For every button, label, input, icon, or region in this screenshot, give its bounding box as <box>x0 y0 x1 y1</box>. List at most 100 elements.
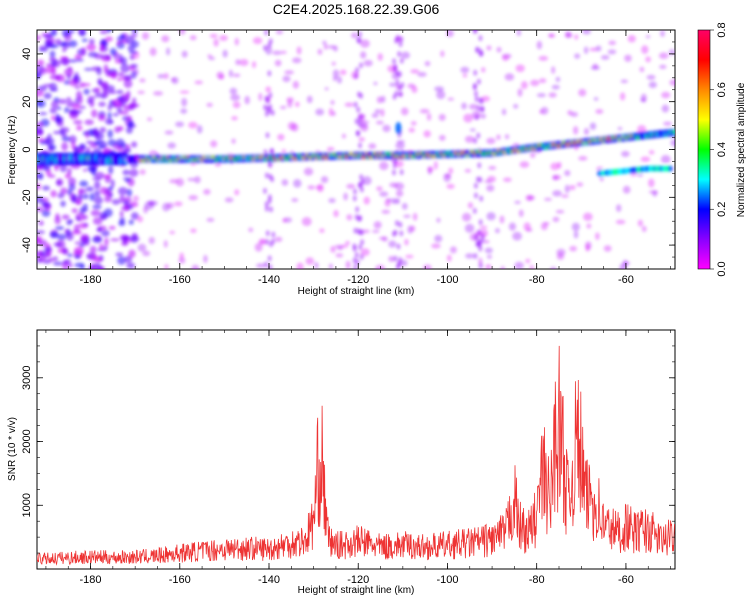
spectrogram-speckle <box>529 265 535 269</box>
spectrogram-speckle <box>640 156 651 162</box>
spectrogram-speckle <box>120 93 130 103</box>
spectrogram-speckle <box>63 80 71 85</box>
spectrogram-speckle <box>164 130 174 135</box>
spectrogram-speckle <box>440 50 445 58</box>
spectrogram-speckle <box>128 168 139 177</box>
spectrogram-speckle <box>54 166 59 172</box>
spectrogram-speckle <box>550 266 557 269</box>
spectrogram-speckle <box>315 108 325 116</box>
spectrogram-speckle <box>517 88 523 97</box>
spectrogram-speckle <box>380 108 385 117</box>
spectrogram-speckle <box>117 256 126 265</box>
spectrogram-streak <box>477 229 482 236</box>
spectrogram-speckle <box>142 250 151 257</box>
spectrogram-speckle <box>126 188 133 197</box>
spectrogram-streak <box>264 110 269 117</box>
spectrogram-speckle <box>322 40 327 45</box>
spectrogram-speckle <box>55 226 65 231</box>
spectrogram-speckle <box>234 37 239 46</box>
spectrogram-speckle <box>99 243 104 250</box>
x-tick-label: -120 <box>347 274 369 286</box>
spectrogram-speckle <box>468 103 478 110</box>
spectrogram-speckle <box>207 54 212 58</box>
spectrogram-speckle <box>410 69 420 74</box>
spectrogram-speckle <box>73 246 84 255</box>
spectrogram-speckle <box>57 233 67 241</box>
spectrogram-speckle <box>53 130 62 135</box>
spectrogram-speckle <box>126 262 136 269</box>
spectrogram-speckle <box>68 177 77 186</box>
spectrogram-speckle <box>363 196 370 205</box>
spectrogram-streak <box>398 91 403 98</box>
spectrogram-speckle <box>80 233 89 241</box>
spectrogram-speckle <box>552 216 560 223</box>
spectrogram-speckle <box>596 166 604 171</box>
spectrogram-speckle <box>123 104 132 112</box>
spectrogram-speckle <box>619 92 626 101</box>
spectrogram-speckle <box>37 206 44 212</box>
spectrogram-speckle <box>593 97 599 101</box>
spectrogram-speckle <box>404 238 409 246</box>
spectrogram-speckle <box>57 192 65 199</box>
spectrogram-speckle <box>117 77 122 82</box>
spectrogram-speckle <box>292 80 300 89</box>
spectrogram-speckle <box>161 35 170 43</box>
spectrogram-speckle <box>608 40 617 46</box>
spectrogram-speckle <box>68 183 76 192</box>
spectrogram-speckle <box>622 185 631 194</box>
spectrogram-speckle <box>82 193 89 200</box>
spectrogram-speckle <box>316 183 324 193</box>
spectrogram-speckle <box>93 196 103 205</box>
spectrogram-streak <box>480 237 485 244</box>
spectrogram-speckle <box>536 93 546 98</box>
x-tick-label: -160 <box>169 574 191 586</box>
spectrogram-speckle <box>109 48 117 56</box>
spectrogram-speckle <box>86 43 96 51</box>
spectrogram-speckle <box>410 225 416 232</box>
spectrogram-streak <box>265 132 270 139</box>
spectrogram-speckle <box>573 230 579 239</box>
spectrogram-streak <box>478 35 483 42</box>
spectrogram-speckle <box>99 186 108 195</box>
spectrogram-speckle <box>125 126 133 134</box>
spectrogram-speckle <box>146 117 153 122</box>
spectrogram-speckle <box>346 183 356 189</box>
spectrogram-speckle <box>486 212 496 221</box>
spectrogram-streak <box>352 188 357 195</box>
spectrogram-speckle <box>438 113 446 121</box>
page-title: C2E4.2025.168.22.39.G06 <box>273 1 440 17</box>
spectrogram-speckle <box>171 77 176 82</box>
spectrogram-speckle <box>659 64 667 70</box>
spectrogram-speckle <box>91 109 98 118</box>
spectrogram-streak <box>356 106 361 113</box>
spectrogram-speckle <box>555 76 561 83</box>
spectrogram-streak <box>352 195 357 202</box>
spectrogram-speckle <box>49 50 56 58</box>
spectrogram-speckle <box>279 105 287 110</box>
spectrogram-streak <box>352 257 357 264</box>
spectrogram-speckle <box>120 63 130 73</box>
spectrogram-speckle <box>119 195 125 204</box>
x-tick-label: -120 <box>347 574 369 586</box>
spectrogram-speckle <box>67 167 72 176</box>
spectrogram-speckle <box>110 238 120 242</box>
spectrogram-streak <box>357 181 362 188</box>
spectrogram-speckle <box>251 61 257 69</box>
spectrogram-speckle <box>49 88 59 92</box>
x-tick-label: -60 <box>618 274 634 286</box>
spectrogram-speckle <box>190 228 197 233</box>
spectrogram-speckle <box>119 234 130 241</box>
x-tick-label: -60 <box>618 574 634 586</box>
spectrogram-speckle <box>403 214 411 218</box>
spectrogram-speckle <box>371 229 380 233</box>
spectrogram-speckle <box>530 152 536 159</box>
spectrogram-speckle <box>229 87 238 95</box>
spectrogram-speckle <box>112 98 123 107</box>
spectrogram-speckle <box>501 108 507 116</box>
spectrogram-speckle <box>163 72 169 80</box>
spectrogram-speckle <box>371 113 379 118</box>
y-tick-label: 0 <box>21 146 33 152</box>
y-tick-label: -40 <box>21 237 33 253</box>
spectrogram-speckle <box>96 66 102 76</box>
spectrogram-speckle <box>296 262 304 269</box>
